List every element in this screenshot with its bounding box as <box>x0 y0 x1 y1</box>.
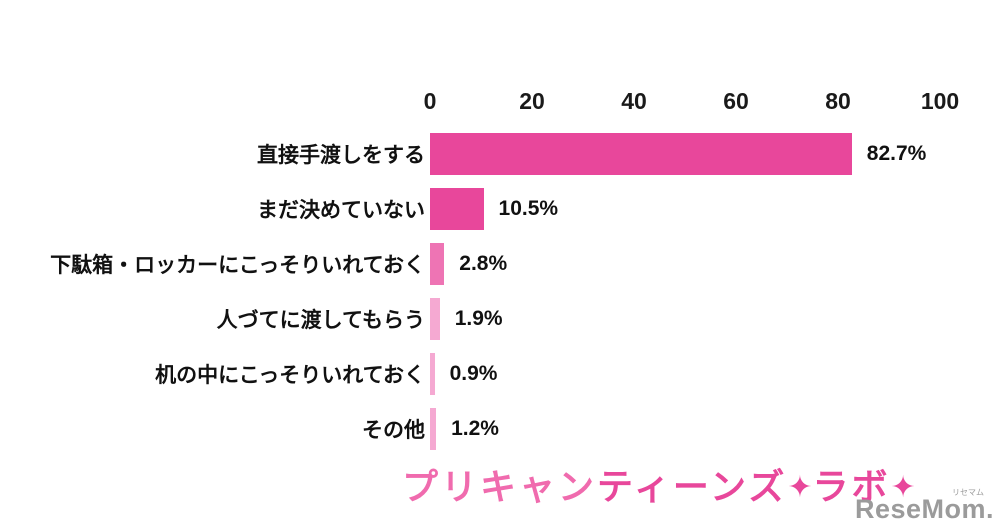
category-label: 直接手渡しをする <box>257 143 425 167</box>
x-tick-label: 80 <box>825 88 851 114</box>
x-tick-label: 40 <box>621 88 647 114</box>
sparkle-icon: ✦ <box>787 471 813 504</box>
x-tick-label: 60 <box>723 88 749 114</box>
bar-row: まだ決めていない 10.5% <box>0 181 1000 236</box>
logo-text-puricane: プリキャン <box>402 466 598 507</box>
x-tick-label: 0 <box>423 88 437 114</box>
resemom-watermark: リセマム ReseMom. <box>854 488 994 525</box>
value-label: 1.2% <box>451 416 499 440</box>
x-tick-label: 100 <box>920 88 960 114</box>
value-label: 0.9% <box>449 361 498 385</box>
bar <box>430 297 440 340</box>
bar-row: 人づてに渡してもらう 1.9% <box>0 291 1000 346</box>
bar-row: 直接手渡しをする 82.7% <box>0 126 1000 181</box>
bar-row: 下駄箱・ロッカーにこっそりいれておく 2.8% <box>0 236 1000 291</box>
value-label: 10.5% <box>498 196 559 220</box>
bar <box>430 352 435 395</box>
logo-text-lab: ラボ <box>812 466 891 507</box>
value-label: 82.7% <box>866 141 927 165</box>
bar <box>430 407 437 450</box>
x-tick-label: 20 <box>519 88 545 114</box>
puricane-teens-lab-logo: プリキャンティーンズ✦ラボ✦ <box>402 458 916 510</box>
bar <box>430 132 852 175</box>
sparkle-icon: ✦ <box>890 471 916 504</box>
bar-rows: 直接手渡しをする 82.7% まだ決めていない 10.5% 下駄箱・ロッカーにこっそりい… <box>0 126 1000 456</box>
value-label: 2.8% <box>459 251 508 275</box>
category-label: まだ決めていない <box>257 198 425 222</box>
bar <box>430 242 445 285</box>
bar-row: 机の中にこっそりいれておく 0.9% <box>0 346 1000 401</box>
category-label: 机の中にこっそりいれておく <box>155 363 425 387</box>
x-axis: 0 20 40 60 80 100 <box>424 88 960 118</box>
category-label: 人づてに渡してもらう <box>216 308 425 332</box>
logo-text-teens: ティーンズ <box>597 466 788 507</box>
category-label: 下駄箱・ロッカーにこっそりいれておく <box>50 253 425 277</box>
resemom-watermark-text: ReseMom. <box>854 494 994 524</box>
category-label: その他 <box>362 418 425 442</box>
bar-row: その他 1.2% <box>0 401 1000 456</box>
resemom-watermark-furigana: リセマム <box>952 488 984 497</box>
bar <box>430 187 484 230</box>
value-label: 1.9% <box>454 306 503 330</box>
